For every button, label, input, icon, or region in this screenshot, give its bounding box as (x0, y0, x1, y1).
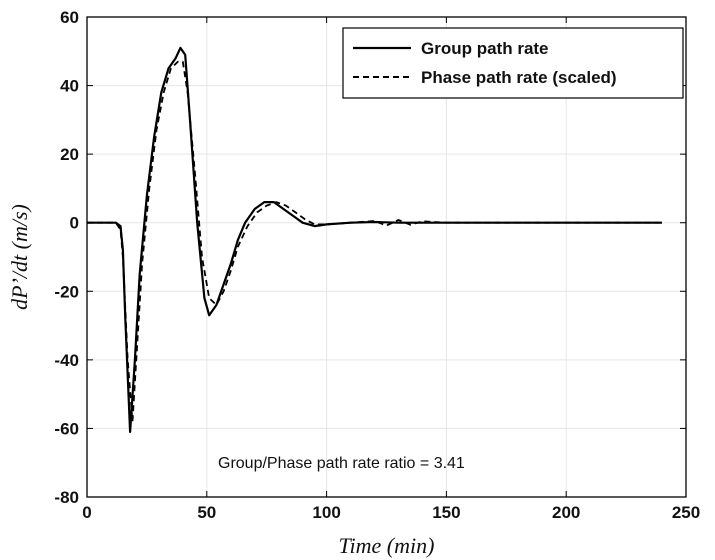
x-tick-label: 0 (82, 503, 91, 522)
y-tick-label: -60 (54, 419, 79, 438)
legend-label-phase: Phase path rate (scaled) (421, 68, 617, 87)
x-axis-label: Time (min) (339, 533, 435, 558)
plot-frame (86, 16, 687, 498)
legend-label-group: Group path rate (421, 39, 549, 58)
y-axis-label: dP’/dt (m/s) (7, 204, 32, 310)
y-tick-label: -20 (54, 282, 79, 301)
y-tick-label: -80 (54, 488, 79, 507)
x-tick-label: 250 (672, 503, 700, 522)
x-tick-label: 200 (552, 503, 580, 522)
legend-box (342, 27, 684, 99)
x-tick-label: 50 (197, 503, 216, 522)
series-line-phase-path-rate (87, 60, 662, 423)
y-tick-label: 0 (70, 214, 79, 233)
y-tick-label: -40 (54, 351, 79, 370)
y-tick-label: 20 (60, 145, 79, 164)
ticks-layer: 0 50 100 150 200 250 -80 -60 -40 -20 0 20 40 60 (54, 8, 700, 522)
y-tick-label: 40 (60, 77, 79, 96)
x-tick-label: 150 (432, 503, 460, 522)
series-layer (87, 46, 662, 433)
ratio-annotation: Group/Phase path rate ratio = 3.41 (218, 455, 465, 472)
series-line-group-path-rate (87, 46, 662, 433)
legend: Group path rate Phase path rate (scaled) (342, 27, 684, 99)
x-tick-label: 100 (312, 503, 340, 522)
y-tick-label: 60 (60, 8, 79, 27)
